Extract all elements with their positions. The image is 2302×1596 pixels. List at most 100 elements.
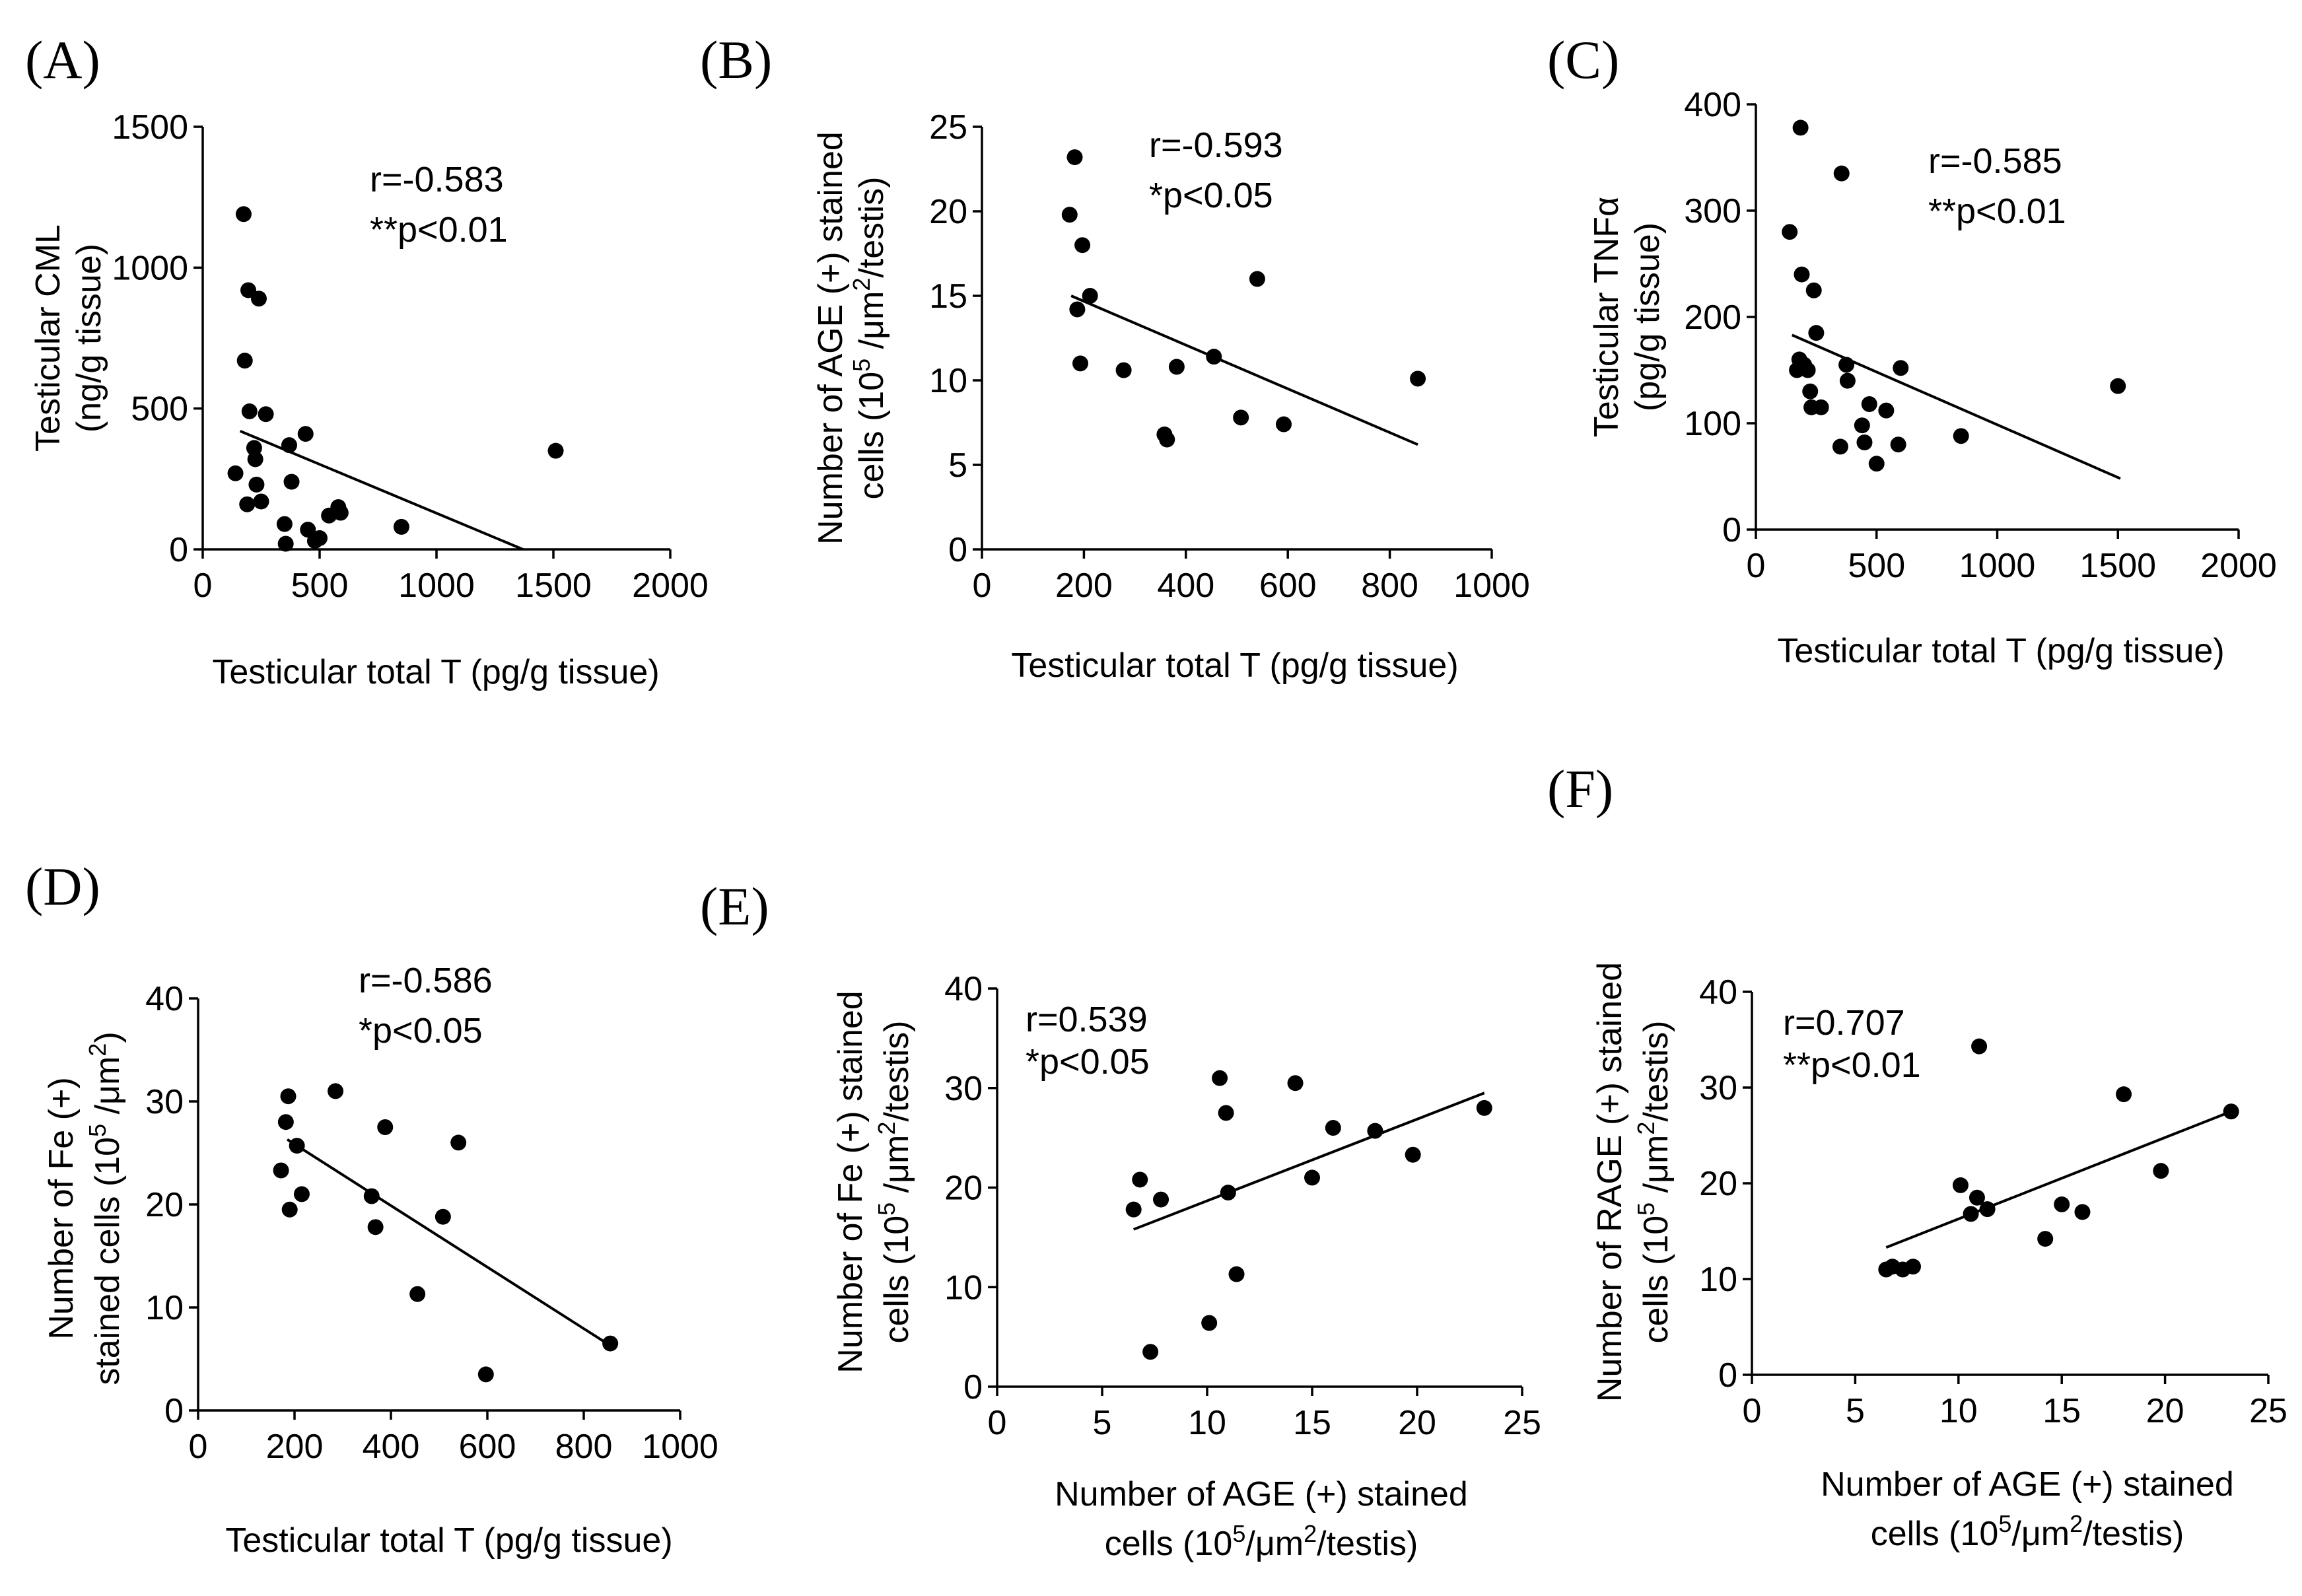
y-axis-title: cells (105 /μm2/testis)	[1632, 1020, 1675, 1343]
x-tick-label: 1000	[1453, 567, 1530, 605]
x-tick-label: 600	[459, 1428, 516, 1466]
data-point	[1782, 224, 1798, 240]
correlation-r: r=-0.583	[370, 160, 504, 199]
data-point	[1061, 207, 1078, 223]
data-point	[283, 473, 300, 490]
data-point	[1971, 1038, 1988, 1055]
data-point	[277, 536, 294, 552]
panel-b: (B) 0 200 400 600 800 1000 0 5 10 15 20 25 Number of …	[700, 30, 1530, 685]
data-point	[1410, 370, 1426, 387]
data-point	[1304, 1169, 1320, 1186]
y-axis-title: Number of RAGE (+) stained	[1591, 962, 1629, 1402]
x-axis-title: Number of AGE (+) stained	[1055, 1475, 1468, 1513]
data-point	[1868, 456, 1885, 472]
y-tick-label: 1500	[112, 108, 188, 147]
y-tick-label: 10	[944, 1268, 983, 1307]
panel-e: (E) 0 5 10 15 20 25 0 10 20 30 40 Number of Fe (+) s…	[700, 876, 1541, 1563]
data-point	[363, 1188, 380, 1204]
x-tick-label: 2000	[632, 567, 709, 605]
y-axis-title: cells (105 /μm2/testis)	[873, 1020, 916, 1343]
data-point	[1979, 1201, 1996, 1218]
x-tick-label: 25	[1503, 1404, 1541, 1442]
y-tick-label: 0	[164, 1392, 184, 1430]
data-point	[1115, 362, 1132, 378]
data-point	[1794, 266, 1810, 283]
x-tick-label: 800	[1361, 567, 1418, 605]
data-point	[393, 518, 409, 535]
y-tick-label: 40	[944, 970, 983, 1008]
data-point	[1206, 349, 1222, 365]
y-tick-label: 10	[1699, 1261, 1737, 1299]
data-point	[253, 493, 269, 510]
data-point	[1833, 165, 1850, 182]
data-point	[1405, 1146, 1421, 1163]
y-tick-label: 5	[948, 446, 967, 485]
data-point	[240, 282, 257, 298]
data-point	[258, 406, 274, 423]
y-tick-label: 1000	[112, 249, 188, 287]
y-tick-label: 30	[944, 1070, 983, 1108]
x-tick-label: 0	[973, 567, 992, 605]
x-tick-label: 5	[1093, 1404, 1112, 1442]
x-tick-label: 2000	[2200, 547, 2277, 585]
y-axis-title: stained cells (105 /μm2)	[84, 1031, 127, 1385]
y-axis-title: cells (105 /μm2/testis)	[848, 176, 891, 499]
data-point	[247, 451, 263, 468]
data-point	[409, 1286, 426, 1302]
data-point	[332, 504, 349, 521]
data-point	[602, 1335, 619, 1352]
y-tick-label: 0	[963, 1368, 983, 1406]
data-point	[2110, 378, 2126, 394]
x-tick-label: 10	[1939, 1392, 1978, 1430]
data-point	[1233, 409, 1249, 426]
panel-label: (C)	[1547, 30, 1619, 90]
y-tick-label: 100	[1684, 405, 1741, 443]
data-point	[1072, 355, 1088, 372]
y-tick-label: 0	[169, 531, 188, 569]
x-tick-label: 200	[1055, 567, 1113, 605]
data-point	[2153, 1163, 2169, 1179]
data-point	[1142, 1344, 1159, 1360]
data-point	[1082, 288, 1098, 304]
x-tick-label: 0	[193, 567, 213, 605]
panel-c: (C) 0 500 1000 1500 2000 0 100 200 300 400 Testicul…	[1547, 30, 2277, 670]
x-axis-title: cells (105/μm2/testis)	[1105, 1520, 1418, 1563]
x-tick-label: 400	[363, 1428, 420, 1466]
p-value: **p<0.01	[370, 210, 508, 250]
p-value: *p<0.05	[1149, 176, 1273, 215]
data-point	[1220, 1185, 1236, 1201]
y-axis-title: Number of AGE (+) stained	[812, 131, 850, 545]
regression-line	[1885, 1110, 2232, 1249]
regression-line	[1070, 295, 1418, 446]
data-point	[1287, 1075, 1304, 1092]
data-point	[236, 353, 253, 369]
data-point	[1074, 237, 1091, 254]
data-point	[1808, 325, 1825, 341]
data-point	[1476, 1099, 1492, 1116]
correlation-r: r=-0.593	[1149, 125, 1283, 165]
y-tick-label: 30	[1699, 1069, 1737, 1107]
data-point	[235, 206, 252, 223]
x-tick-label: 1000	[642, 1428, 718, 1466]
panel-label: (B)	[700, 30, 772, 90]
data-point	[1201, 1315, 1218, 1331]
y-tick-label: 0	[948, 531, 967, 569]
data-point	[2074, 1204, 2091, 1220]
data-point	[248, 476, 265, 493]
panel-d: (D) 0 200 400 600 800 1000 0 10 20 30 40 Number of F…	[25, 856, 718, 1560]
correlation-r: r=-0.585	[1928, 141, 2062, 181]
y-axis-title: Testicular TNFα	[1587, 197, 1626, 437]
x-tick-label: 0	[988, 1404, 1007, 1442]
panel-label: (A)	[25, 30, 100, 90]
y-axis-title: (pg/g tissue)	[1628, 223, 1667, 411]
data-point	[1132, 1171, 1148, 1188]
y-tick-label: 0	[1722, 511, 1741, 549]
data-point	[1802, 383, 1819, 399]
data-point	[289, 1138, 305, 1154]
regression-line	[1133, 1092, 1485, 1231]
y-tick-label: 10	[145, 1289, 184, 1327]
data-point	[1066, 149, 1083, 166]
y-axis-title: Number of Fe (+) stained	[831, 990, 870, 1373]
data-point	[1963, 1206, 1979, 1222]
data-point	[367, 1219, 384, 1235]
